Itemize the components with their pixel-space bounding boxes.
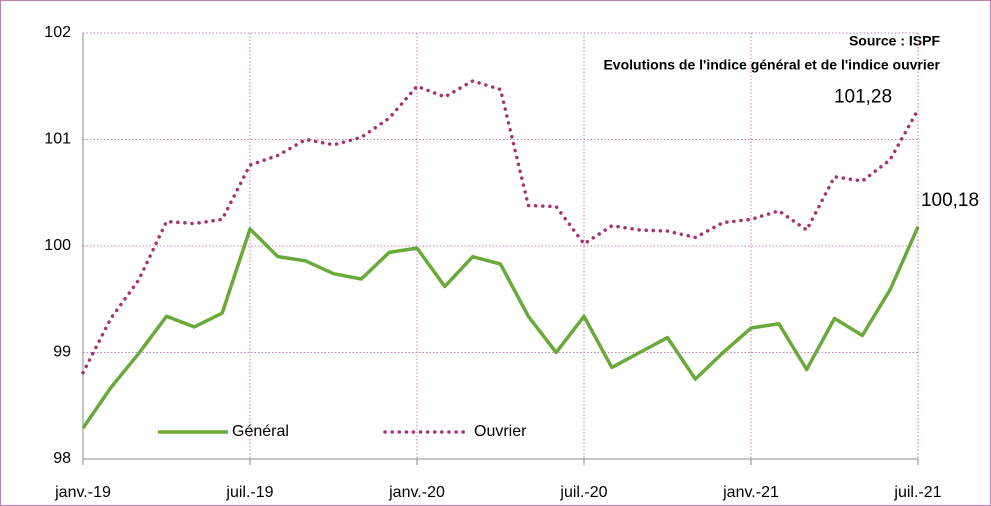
y-tick-label: 102 <box>44 24 71 41</box>
y-tick-label: 98 <box>53 450 71 467</box>
y-tick-label: 100 <box>44 237 71 254</box>
chart-title: Evolutions de l'indice général et de l'i… <box>603 57 940 73</box>
chart-subtitle: Source : ISPF <box>849 33 940 49</box>
x-tick-label: janv.-20 <box>388 484 445 501</box>
x-tick-label: janv.-19 <box>54 484 111 501</box>
data-label: 100,18 <box>921 190 979 211</box>
x-tick-label: juil.-19 <box>225 484 273 501</box>
legend-label: Ouvrier <box>474 423 527 440</box>
series-line <box>81 226 920 430</box>
y-tick-label: 101 <box>44 131 71 148</box>
x-tick-label: juil.-21 <box>893 484 941 501</box>
y-tick-label: 99 <box>53 344 71 361</box>
x-tick-label: janv.-21 <box>722 484 779 501</box>
data-label: 101,28 <box>834 87 892 108</box>
series-line <box>81 79 920 375</box>
x-tick-label: juil.-20 <box>559 484 607 501</box>
legend-label: Général <box>232 423 289 440</box>
